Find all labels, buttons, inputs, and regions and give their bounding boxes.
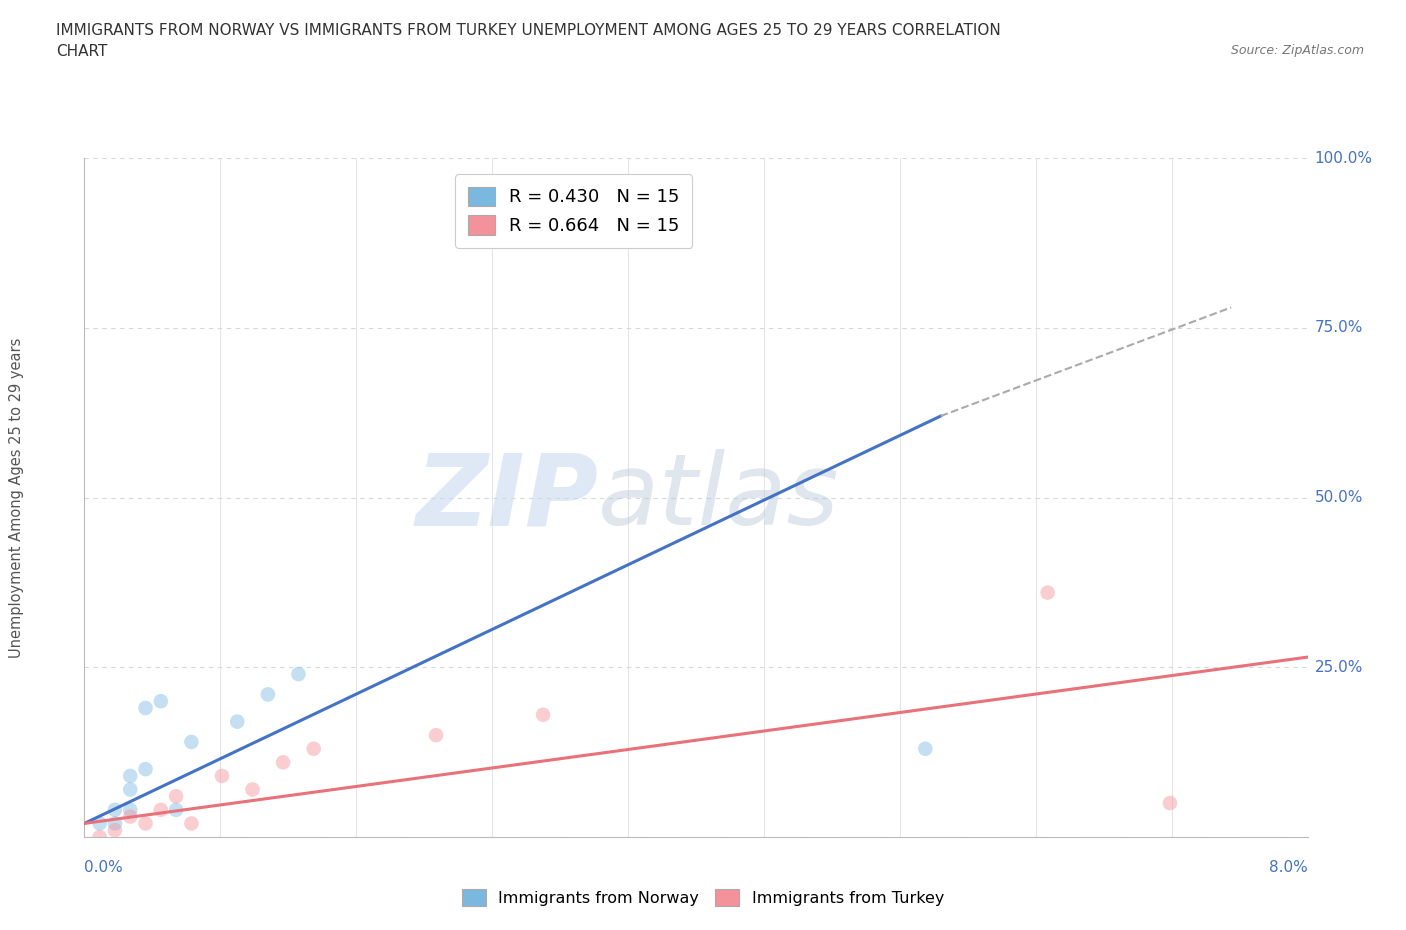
- Text: atlas: atlas: [598, 449, 839, 546]
- Text: Unemployment Among Ages 25 to 29 years: Unemployment Among Ages 25 to 29 years: [10, 338, 24, 658]
- Point: [287, 667, 309, 682]
- Point: [135, 700, 157, 715]
- Point: [104, 816, 127, 830]
- Text: 50.0%: 50.0%: [1315, 490, 1362, 505]
- Text: Source: ZipAtlas.com: Source: ZipAtlas.com: [1230, 44, 1364, 57]
- Text: 0.0%: 0.0%: [84, 860, 124, 875]
- Point: [120, 782, 142, 797]
- Text: 75.0%: 75.0%: [1315, 320, 1362, 336]
- Point: [135, 816, 157, 830]
- Point: [425, 727, 447, 742]
- Point: [104, 803, 127, 817]
- Text: CHART: CHART: [56, 44, 108, 59]
- Text: 100.0%: 100.0%: [1315, 151, 1372, 166]
- Point: [89, 830, 111, 844]
- Text: 25.0%: 25.0%: [1315, 659, 1362, 675]
- Legend: R = 0.430   N = 15, R = 0.664   N = 15: R = 0.430 N = 15, R = 0.664 N = 15: [456, 174, 692, 248]
- Text: IMMIGRANTS FROM NORWAY VS IMMIGRANTS FROM TURKEY UNEMPLOYMENT AMONG AGES 25 TO 2: IMMIGRANTS FROM NORWAY VS IMMIGRANTS FRO…: [56, 23, 1001, 38]
- Point: [120, 803, 142, 817]
- Point: [165, 803, 187, 817]
- Text: ZIP: ZIP: [415, 449, 598, 546]
- Point: [180, 816, 202, 830]
- Point: [180, 735, 202, 750]
- Point: [165, 789, 187, 804]
- Point: [242, 782, 264, 797]
- Point: [1159, 796, 1181, 811]
- Point: [271, 755, 294, 770]
- Text: 8.0%: 8.0%: [1268, 860, 1308, 875]
- Point: [226, 714, 249, 729]
- Point: [149, 803, 172, 817]
- Point: [104, 823, 127, 838]
- Point: [149, 694, 172, 709]
- Legend: Immigrants from Norway, Immigrants from Turkey: Immigrants from Norway, Immigrants from …: [456, 883, 950, 912]
- Point: [211, 768, 233, 783]
- Point: [135, 762, 157, 777]
- Point: [120, 809, 142, 824]
- Point: [120, 768, 142, 783]
- Point: [257, 687, 280, 702]
- Point: [531, 708, 554, 723]
- Point: [1036, 585, 1059, 600]
- Point: [302, 741, 325, 756]
- Point: [914, 741, 936, 756]
- Point: [89, 816, 111, 830]
